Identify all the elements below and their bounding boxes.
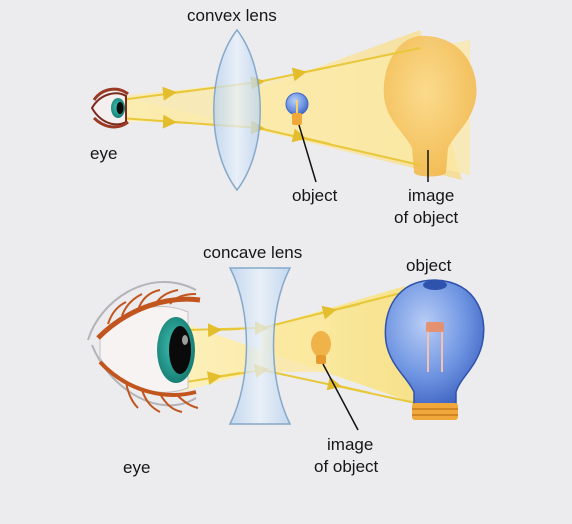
concave-object-bulb bbox=[384, 279, 485, 420]
concave-eye-label: eye bbox=[123, 458, 151, 477]
convex-object-bulb bbox=[285, 92, 309, 125]
concave-image-bulb bbox=[311, 331, 331, 364]
convex-eye bbox=[90, 87, 129, 129]
convex-image-label-line2: of object bbox=[394, 208, 459, 227]
concave-lens-label: concave lens bbox=[203, 243, 303, 262]
concave-light-beam bbox=[180, 286, 440, 412]
concave-rays bbox=[185, 291, 426, 406]
convex-lens bbox=[213, 28, 261, 192]
concave-image-label-line2: of object bbox=[314, 457, 379, 476]
convex-image-label-line1: image bbox=[408, 186, 455, 205]
concave-image-pointer bbox=[322, 363, 359, 431]
concave-object-label: object bbox=[406, 256, 452, 275]
convex-image-bulb bbox=[383, 35, 477, 177]
convex-lens-label: convex lens bbox=[187, 6, 277, 25]
convex-object-label: object bbox=[292, 186, 338, 205]
convex-eye-label: eye bbox=[90, 144, 118, 163]
convex-object-pointer bbox=[298, 124, 317, 183]
concave-eye bbox=[87, 281, 201, 413]
concave-lens bbox=[228, 267, 292, 425]
concave-image-label-line1: image bbox=[327, 435, 374, 454]
